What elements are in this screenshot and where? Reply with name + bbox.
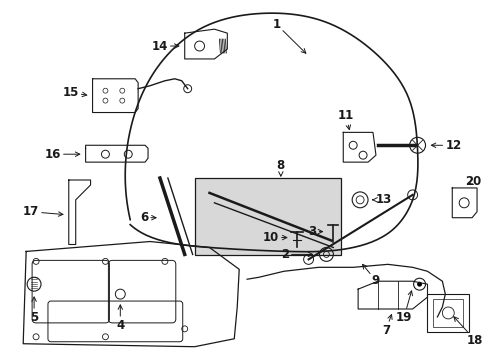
Text: 20: 20 [464, 175, 480, 189]
Text: 19: 19 [395, 291, 412, 324]
Text: 2: 2 [280, 248, 312, 261]
Text: 11: 11 [337, 109, 354, 130]
Text: 13: 13 [372, 193, 391, 206]
Text: 4: 4 [116, 305, 124, 332]
Text: 6: 6 [140, 211, 156, 224]
Text: 5: 5 [30, 297, 38, 324]
Text: 3: 3 [308, 225, 322, 238]
Text: 10: 10 [262, 231, 286, 244]
Circle shape [416, 282, 421, 287]
Text: 12: 12 [430, 139, 461, 152]
Text: 14: 14 [151, 40, 179, 53]
Text: 1: 1 [272, 18, 305, 53]
Text: 18: 18 [453, 317, 483, 347]
Text: 15: 15 [62, 86, 86, 99]
Bar [432, 299, 462, 327]
Text: 9: 9 [362, 264, 379, 287]
Text: 17: 17 [23, 205, 63, 218]
Text: 7: 7 [381, 315, 391, 337]
Text: 16: 16 [44, 148, 80, 161]
Bar [194, 178, 341, 255]
Text: 8: 8 [276, 159, 285, 176]
Bar [427, 294, 468, 332]
